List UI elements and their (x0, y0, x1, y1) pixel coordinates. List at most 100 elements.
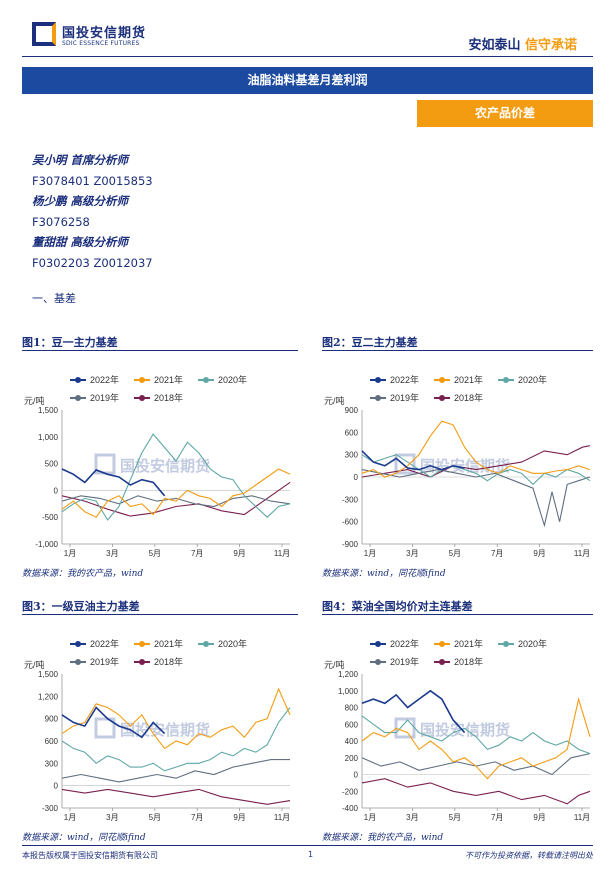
y-tick-label: -1,000 (35, 540, 58, 549)
series-line-s2020 (61, 433, 291, 521)
legend-marker (503, 641, 509, 647)
y-tick-label: 0 (354, 473, 359, 482)
legend-label: 2022年 (90, 374, 119, 385)
legend-marker (439, 395, 445, 401)
figure-source: 数据来源：wind，同花顺ifind (322, 569, 446, 579)
analyst-cert: F3078401 Z0015853 (32, 173, 153, 188)
series-line-s2021 (61, 468, 291, 518)
legend-marker (439, 377, 445, 383)
analyst-name: 杨少鹏 高级分析师 (32, 194, 129, 208)
legend-label: 2020年 (218, 374, 247, 385)
page-header: 国投安信期货 SDIC ESSENCE FUTURES 安如泰山 信守承诺 (0, 0, 615, 60)
report-title: 油脂油料基差月差利润 (22, 67, 593, 94)
y-tick-label: 600 (345, 720, 359, 729)
legend-marker (203, 377, 209, 383)
figure-title: 图4：菜油全国均价对主连基差 (322, 600, 473, 613)
x-tick-label: 5月 (149, 813, 161, 822)
legend-label: 2021年 (454, 638, 483, 649)
series-line-s2021 (361, 696, 591, 780)
y-tick-label: 200 (345, 754, 359, 763)
watermark-logo-icon (394, 453, 416, 475)
series-line-s2020 (361, 715, 591, 755)
y-tick-label: 1,500 (38, 670, 59, 679)
series-line-s2021 (61, 687, 291, 750)
y-tick-label: -600 (342, 518, 359, 527)
watermark-text: 国投安信期货 (420, 721, 510, 739)
y-tick-label: 500 (45, 460, 59, 469)
x-tick-label: 1月 (64, 549, 76, 558)
y-tick-label: -300 (42, 804, 59, 813)
watermark-text: 国投安信期货 (120, 721, 210, 739)
y-tick-label: 900 (345, 406, 359, 415)
legend-label: 2019年 (90, 392, 119, 403)
y-tick-label: 600 (345, 428, 359, 437)
legend-label: 2020年 (518, 638, 547, 649)
legend-marker (375, 377, 381, 383)
x-tick-label: 9月 (233, 549, 245, 558)
y-tick-label: 1,200 (338, 670, 359, 679)
series-line-s2022 (361, 450, 465, 471)
legend-marker (139, 395, 145, 401)
x-tick-label: 7月 (191, 813, 203, 822)
y-tick-label: -900 (342, 540, 359, 549)
page-number: 1 (308, 850, 314, 859)
x-tick-label: 11月 (574, 549, 590, 558)
series-line-s2018 (361, 778, 591, 805)
legend-label: 2021年 (154, 638, 183, 649)
y-tick-label: -400 (342, 804, 359, 813)
legend-label: 2018年 (154, 656, 183, 667)
legend-label: 2022年 (90, 638, 119, 649)
watermark-logo-icon (94, 717, 116, 739)
legend-marker (139, 377, 145, 383)
y-tick-label: 800 (345, 704, 359, 713)
y-tick-label: 0 (54, 782, 59, 791)
chart-svg: 2022年 2021年 2020年 2019年 2018年 元/吨1,200 1,000 80… (324, 638, 591, 822)
slogan-part-a: 安如泰山 (468, 38, 521, 53)
legend-marker (375, 659, 381, 665)
x-tick-label: 1月 (364, 549, 376, 558)
analyst-cert: F3076258 (32, 214, 90, 229)
figure-title-rule (322, 350, 593, 351)
series-line-s2019 (61, 759, 290, 783)
analyst-name: 吴小明 首席分析师 (32, 153, 129, 167)
footer-disclaimer: 不可作为投资依据，转载请注明出处 (465, 851, 593, 860)
x-tick-label: 11月 (274, 549, 290, 558)
legend-marker (75, 395, 81, 401)
chart-basis-soyoil: 2022年 2021年 2020年 2019年 2018年 元/吨 1,500 1,200 90… (22, 626, 294, 822)
figure-source: 数据来源：我的农产品，wind (22, 569, 144, 579)
x-tick-label: 9月 (233, 813, 245, 822)
y-tick-label: 0 (354, 771, 359, 780)
logo-name-cn: 国投安信期货 (62, 26, 147, 41)
series-line-s2019 (361, 469, 591, 528)
legend-marker (375, 641, 381, 647)
slogan-part-b: 信守承诺 (524, 38, 577, 53)
legend-label: 2022年 (390, 638, 419, 649)
chart-svg: 2022年 2021年 2020年 2019年 2018年 元/吨1,500 1,200 90… (24, 638, 291, 822)
y-tick-label: 1,200 (38, 692, 59, 701)
legend-label: 2018年 (154, 392, 183, 403)
category-tag: 农产品价差 (417, 100, 593, 127)
legend-label: 2019年 (90, 656, 119, 667)
series-line-s2022 (61, 706, 166, 739)
analyst-cert: F0302203 Z0012037 (32, 255, 153, 270)
legend-marker (503, 377, 509, 383)
series-line-s2018 (61, 481, 291, 517)
series-line-s2019 (61, 495, 291, 508)
y-unit-label: 元/吨 (24, 659, 45, 670)
legend-label: 2019年 (390, 392, 419, 403)
series-line-s2020 (61, 707, 291, 772)
y-tick-label: 300 (345, 451, 359, 460)
y-tick-label: 1,000 (38, 433, 59, 442)
y-tick-label: 1,000 (338, 687, 359, 696)
y-tick-label: 600 (45, 737, 59, 746)
section-title: 一、基差 (32, 292, 76, 305)
figure-title-rule (322, 614, 593, 615)
x-tick-label: 1月 (64, 813, 76, 822)
x-tick-label: 3月 (106, 813, 118, 822)
legend-marker (139, 641, 145, 647)
legend-marker (139, 659, 145, 665)
legend-marker (375, 395, 381, 401)
x-tick-label: 5月 (149, 549, 161, 558)
legend-label: 2021年 (454, 374, 483, 385)
chart-basis-soy1: 2022年 2021年 2020年 2019年 2018年 元/吨 1,500 1,000 50… (22, 362, 294, 558)
